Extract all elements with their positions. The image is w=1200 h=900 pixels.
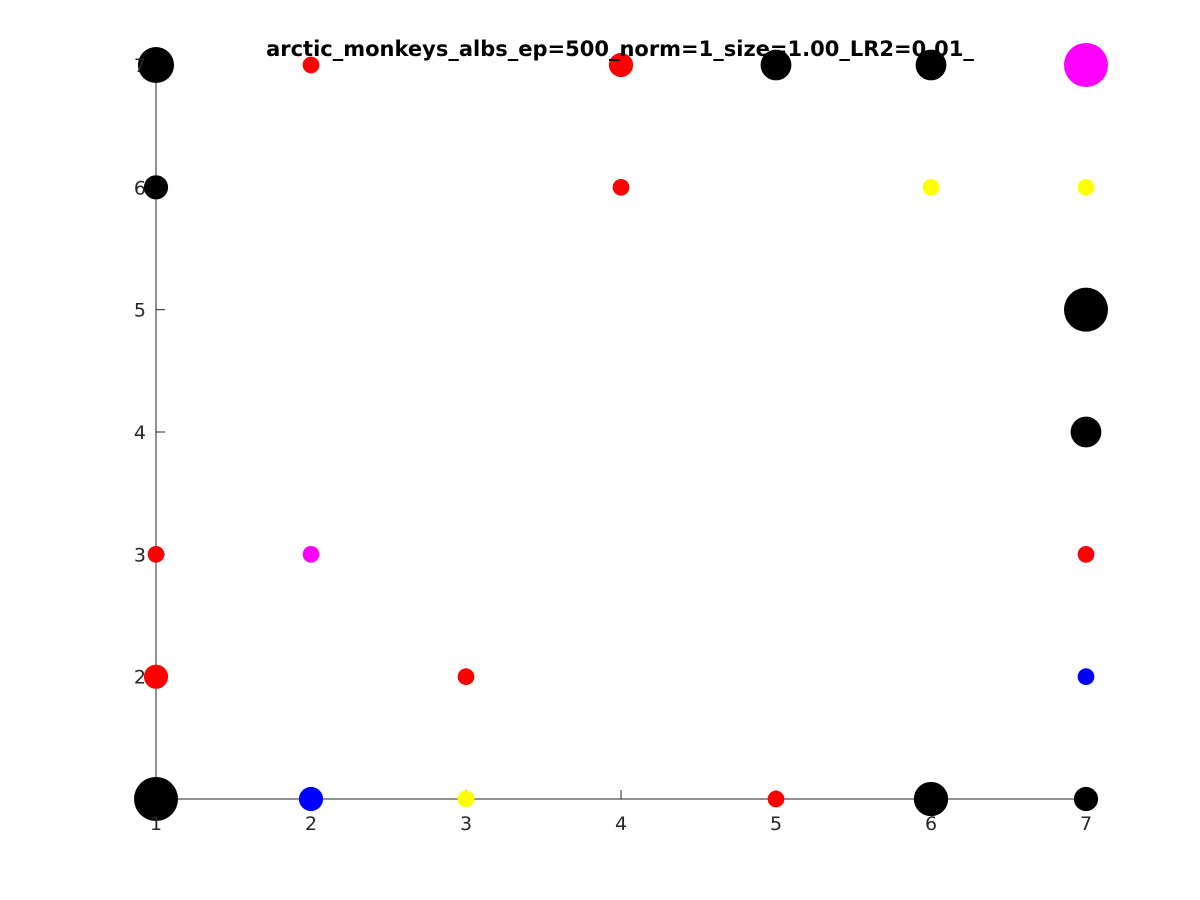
data-point [143, 175, 169, 200]
data-point [608, 52, 634, 78]
data-point [760, 49, 792, 81]
data-point [134, 777, 178, 821]
data-point [612, 178, 630, 196]
data-point [1073, 786, 1099, 812]
x-tick-label: 7 [1080, 813, 1092, 835]
data-point [767, 790, 785, 808]
data-point [457, 790, 475, 808]
data-point [1070, 416, 1102, 448]
data-points [134, 43, 1108, 821]
data-point [922, 178, 940, 196]
y-tick-label: 2 [134, 667, 146, 689]
data-point [302, 545, 320, 563]
chart-title: arctic_monkeys_albs_ep=500_norm=1_size=1… [266, 37, 974, 61]
y-tick-label: 3 [134, 544, 146, 566]
data-point [1077, 668, 1095, 686]
x-tick-label: 1 [150, 813, 162, 835]
tick-labels: 1 2 3 4 5 6 7 2 3 4 5 6 7 [134, 55, 1092, 835]
data-point [298, 786, 324, 812]
data-point [1077, 545, 1095, 563]
data-point [137, 46, 175, 84]
y-tick-label: 5 [134, 300, 146, 322]
data-point [1077, 178, 1095, 196]
axes [155, 64, 1087, 800]
data-point [147, 545, 165, 563]
data-point [143, 664, 169, 689]
x-tick-label: 4 [615, 813, 627, 835]
data-point [915, 49, 947, 81]
data-point [1064, 287, 1108, 332]
y-tick-label: 4 [134, 422, 146, 444]
data-point [457, 668, 475, 686]
data-point [1064, 43, 1108, 87]
x-tick-label: 5 [770, 813, 782, 835]
y-tick-label: 7 [134, 55, 146, 77]
data-point [913, 781, 949, 817]
y-tick-label: 6 [134, 177, 146, 199]
x-tick-label: 6 [925, 813, 937, 835]
x-tick-label: 2 [305, 813, 317, 835]
x-tick-label: 3 [460, 813, 472, 835]
data-point [302, 56, 320, 74]
